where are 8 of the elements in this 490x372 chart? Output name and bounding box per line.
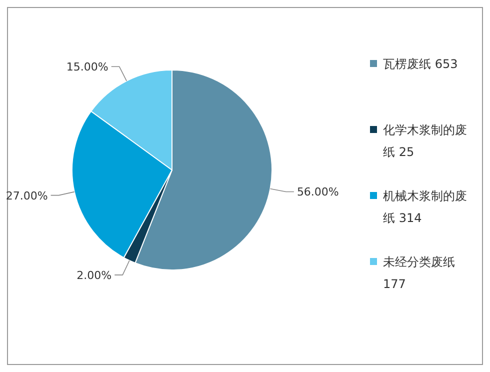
data-label: 15.00% bbox=[66, 60, 108, 74]
legend-label: 未经分类废纸 177 bbox=[383, 255, 459, 291]
legend-label: 化学木浆制的废纸 25 bbox=[383, 123, 467, 159]
data-label: 56.00% bbox=[296, 186, 339, 199]
legend-label: 机械木浆制的废纸 314 bbox=[383, 189, 467, 225]
data-label: 2.00% bbox=[76, 268, 112, 282]
data-label: 27.00% bbox=[6, 189, 48, 202]
legend-label: 瓦楞废纸 653 bbox=[383, 57, 458, 71]
